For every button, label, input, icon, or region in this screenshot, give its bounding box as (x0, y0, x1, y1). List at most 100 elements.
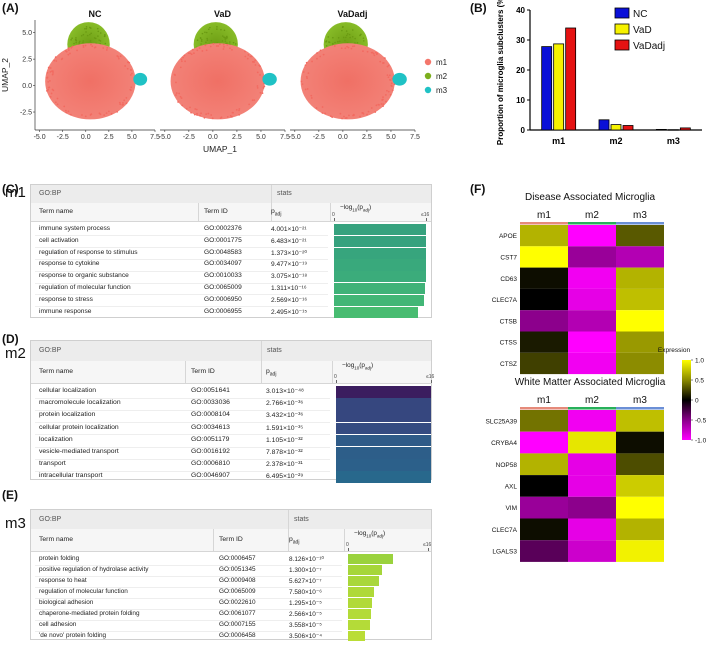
cluster-m2-point (85, 27, 88, 30)
cluster-m1-point (385, 100, 387, 103)
cluster-m2-point (328, 41, 331, 43)
heatmap-cell (568, 288, 616, 311)
colorbar-tick-label: 0 (695, 397, 699, 404)
cluster-m1-point (307, 72, 310, 75)
heatmap-cell (616, 475, 664, 497)
term-id: GO:0051179 (191, 435, 230, 443)
axis-min-label: 0 (334, 374, 337, 380)
cluster-m1-point (387, 76, 390, 79)
term-name: immune system process (39, 225, 111, 232)
col-term-id: Term ID (191, 368, 215, 375)
axis-max-label: ≤16 (423, 542, 432, 548)
heatmap-column-label-m2: m2 (585, 395, 599, 406)
y-tick-label: 2.5 (22, 57, 32, 64)
y-tick-label: 0 (521, 126, 526, 135)
cluster-m2-point (332, 42, 334, 45)
cluster-m1-point (311, 60, 313, 63)
column-annotation-bar (520, 407, 568, 410)
cluster-m1-point (47, 66, 50, 69)
cluster-m1-point (256, 71, 259, 74)
cluster-m1-point (226, 116, 229, 118)
cluster-m2-point (70, 38, 72, 41)
panel-label-b: (B) (470, 1, 487, 15)
cluster-m1-point (199, 114, 201, 117)
row-separator (35, 564, 342, 566)
term-id: GO:0022610 (219, 599, 256, 606)
cluster-m1-point (175, 81, 177, 84)
cluster-m1-point (129, 88, 132, 91)
axis-max-label: ≤16 (421, 212, 430, 218)
cluster-m1-point (69, 52, 71, 55)
significance-bar (348, 609, 371, 620)
umap-plot-vad: VaD -5.0 -2.5 0.0 2.5 5.0 7.5 (159, 9, 290, 141)
table-source-header (31, 510, 431, 530)
cluster-m1-point (226, 44, 229, 46)
term-id: GO:0051641 (191, 387, 230, 394)
col-padj: padj (266, 368, 277, 378)
col-neglog-part: ) (370, 362, 374, 369)
axis-tick (428, 548, 429, 551)
umap-title: NC (89, 9, 102, 19)
source-label: GO:BP (39, 515, 62, 523)
cluster-m2-point (75, 41, 77, 44)
term-id: GO:0048583 (204, 248, 242, 256)
y-tick-label: 40 (516, 6, 525, 15)
gene-label: CLEC7A (492, 527, 518, 534)
term-name: protein localization (39, 411, 96, 419)
cluster-m1-point (82, 46, 85, 48)
col-term-id: Term ID (219, 536, 243, 543)
significance-bar (336, 459, 431, 471)
gene-label: CTSB (500, 318, 517, 325)
legend-marker-m2 (424, 72, 432, 80)
cluster-m2-point (200, 43, 202, 45)
cluster-m2-point (207, 28, 210, 31)
cluster-m1-point (370, 51, 373, 54)
cluster-m2-point (104, 35, 106, 37)
cluster-m1-point (238, 113, 241, 116)
col-neglog-part: (p (359, 362, 365, 369)
cluster-m1-point (52, 70, 54, 72)
cluster-m1-point (362, 112, 365, 115)
cluster-m2-point (346, 33, 349, 35)
term-padj: 9.477×10⁻¹⁹ (271, 261, 308, 269)
col-neglog-part: (p (357, 204, 363, 211)
cluster-m1-point (220, 116, 223, 119)
cluster-m1-point (263, 85, 266, 88)
gene-label: SLC25A39 (486, 418, 518, 425)
cluster-m2-point (216, 42, 219, 44)
heatmap-cell (568, 496, 616, 519)
cluster-m1-point (185, 108, 188, 110)
cluster-m1-point (174, 74, 176, 76)
cluster-m1-point (382, 103, 385, 106)
cluster-m1-point (46, 76, 49, 79)
term-id: GO:0061077 (219, 610, 256, 617)
cluster-m1-point (333, 45, 336, 47)
row-separator (35, 446, 330, 448)
cluster-m2-point (337, 40, 339, 43)
cluster-m1-point (90, 113, 93, 116)
cluster-m1-point (247, 54, 250, 56)
heatmap-wam: White Matter Associated Microglia m1 m2 m3 S… (486, 377, 666, 562)
significance-bar (348, 587, 374, 598)
significance-bar (334, 294, 424, 306)
bar-vadadj-m3 (679, 127, 691, 131)
cluster-m2-point (228, 41, 231, 43)
cluster-m2-point (362, 40, 365, 42)
x-axis-title: UMAP_1 (203, 144, 237, 154)
cluster-m1-point (116, 55, 119, 58)
term-padj: 1.105×10⁻³² (266, 436, 303, 444)
cluster-m2-point (86, 34, 89, 37)
cluster-m1-point (218, 43, 221, 46)
gene-label: NOP58 (496, 462, 518, 469)
term-id: GO:0034097 (204, 260, 242, 268)
cluster-m1-point (316, 52, 318, 54)
cluster-m1-point (301, 83, 304, 86)
term-id: GO:0006458 (219, 632, 256, 639)
cluster-m2-point (206, 37, 208, 40)
row-separator (35, 575, 342, 577)
significance-bar (336, 398, 431, 410)
x-tick-label: 2.5 (232, 134, 242, 141)
cluster-m1-region (170, 43, 265, 120)
cluster-m1-point (48, 86, 51, 89)
umap-title: VaD (214, 9, 232, 19)
